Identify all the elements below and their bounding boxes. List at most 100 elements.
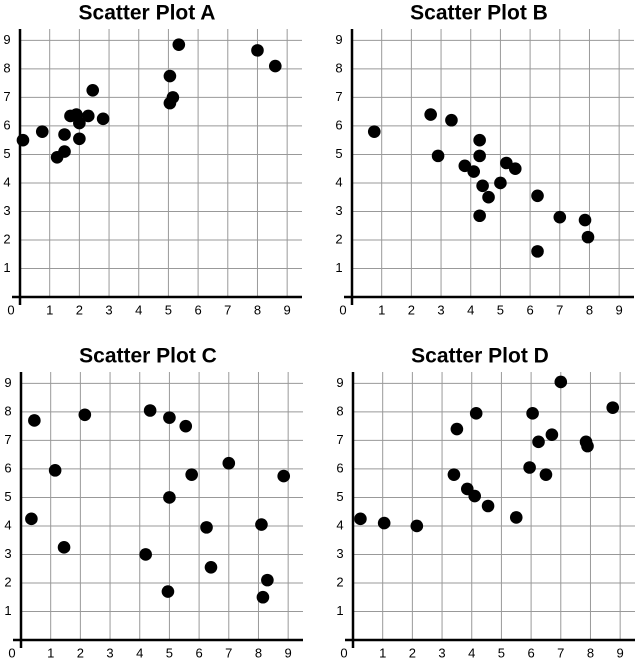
y-tick-label: 6 bbox=[336, 460, 343, 475]
y-tick-label: 2 bbox=[335, 231, 342, 246]
point bbox=[161, 585, 175, 598]
y-tick-label: 8 bbox=[336, 403, 343, 418]
x-tick-label: 9 bbox=[616, 302, 623, 317]
chart-title: Scatter Plot D bbox=[411, 345, 549, 368]
chart-title: Scatter Plot C bbox=[79, 345, 217, 368]
x-tick-label: 6 bbox=[194, 302, 201, 317]
x-tick-label: 6 bbox=[527, 645, 534, 660]
point bbox=[532, 435, 545, 449]
x-tick-label: 1 bbox=[379, 645, 386, 660]
x-tick-label: 5 bbox=[166, 645, 173, 660]
y-tick-label: 7 bbox=[335, 89, 342, 104]
y-tick-label: 9 bbox=[3, 32, 10, 47]
point bbox=[185, 468, 198, 481]
point bbox=[81, 109, 95, 123]
point bbox=[468, 489, 482, 503]
point bbox=[606, 401, 620, 414]
y-tick-label: 4 bbox=[4, 517, 11, 532]
x-tick-label: 3 bbox=[105, 302, 112, 317]
y-tick-label: 3 bbox=[4, 546, 11, 561]
point bbox=[431, 149, 445, 163]
x-tick-label: 0 bbox=[339, 302, 346, 317]
x-tick-label: 8 bbox=[255, 645, 262, 660]
x-tick-label: 5 bbox=[165, 302, 172, 317]
point bbox=[268, 59, 282, 73]
point bbox=[509, 511, 523, 524]
x-tick-label: 4 bbox=[135, 302, 142, 317]
point bbox=[86, 83, 100, 97]
y-tick-label: 5 bbox=[3, 146, 10, 161]
point bbox=[482, 190, 495, 204]
x-tick-label: 3 bbox=[106, 645, 113, 660]
y-tick-label: 5 bbox=[4, 489, 11, 504]
scatter-panel: Scatter Plot C 0 1 2 3 4 5 6 7 8 9 1 2 3 4 5 6 7 8 9 bbox=[4, 345, 303, 660]
point bbox=[473, 209, 486, 223]
chart-title: Scatter Plot A bbox=[79, 2, 216, 25]
y-tick-label: 2 bbox=[336, 574, 343, 589]
point bbox=[35, 125, 49, 138]
x-tick-label: 1 bbox=[47, 645, 54, 660]
x-tick-label: 8 bbox=[254, 302, 261, 317]
y-tick-label: 4 bbox=[3, 174, 10, 189]
chart-title: Scatter Plot B bbox=[410, 2, 548, 25]
x-tick-label: 8 bbox=[586, 302, 593, 317]
point bbox=[163, 491, 176, 504]
y-tick-label: 3 bbox=[335, 203, 342, 218]
point bbox=[28, 414, 41, 427]
point bbox=[163, 411, 176, 424]
y-tick-label: 1 bbox=[3, 260, 10, 275]
y-tick-label: 9 bbox=[4, 375, 11, 390]
point bbox=[554, 375, 568, 389]
x-tick-label: 5 bbox=[497, 302, 504, 317]
x-tick-label: 3 bbox=[437, 302, 444, 317]
point bbox=[58, 145, 71, 158]
x-tick-label: 9 bbox=[617, 645, 624, 660]
x-tick-label: 4 bbox=[467, 302, 474, 317]
point bbox=[200, 521, 213, 534]
point bbox=[179, 419, 193, 433]
point bbox=[58, 128, 71, 141]
y-tick-label: 7 bbox=[336, 432, 343, 447]
point bbox=[473, 149, 486, 163]
point bbox=[377, 516, 391, 530]
y-tick-label: 1 bbox=[335, 260, 342, 275]
point bbox=[545, 428, 559, 442]
y-tick-label: 4 bbox=[336, 517, 343, 532]
scatter-panel: Scatter Plot D 0 1 2 3 4 5 6 7 8 9 1 2 3 4 5 6 7 8 9 bbox=[336, 345, 635, 660]
x-tick-label: 8 bbox=[587, 645, 594, 660]
y-tick-label: 8 bbox=[3, 60, 10, 75]
point bbox=[78, 408, 92, 422]
point bbox=[367, 125, 381, 138]
scatter-panel: Scatter Plot B 0 1 2 3 4 5 6 7 8 9 1 2 3 4 5 6 7 8 9 bbox=[335, 2, 634, 317]
point bbox=[531, 189, 544, 203]
point bbox=[139, 548, 152, 561]
point bbox=[526, 407, 539, 420]
point bbox=[581, 230, 595, 244]
x-tick-label: 2 bbox=[77, 645, 84, 660]
point bbox=[25, 512, 38, 526]
point bbox=[476, 179, 489, 193]
point bbox=[578, 213, 592, 227]
y-tick-label: 7 bbox=[4, 432, 11, 447]
point bbox=[57, 541, 71, 554]
x-tick-label: 7 bbox=[225, 645, 232, 660]
x-tick-label: 2 bbox=[409, 645, 416, 660]
x-tick-label: 4 bbox=[468, 645, 475, 660]
y-tick-label: 3 bbox=[336, 546, 343, 561]
y-tick-label: 8 bbox=[4, 403, 11, 418]
x-tick-label: 9 bbox=[285, 645, 292, 660]
x-tick-label: 0 bbox=[340, 645, 347, 660]
point bbox=[469, 407, 483, 420]
point bbox=[508, 162, 522, 176]
point bbox=[277, 469, 291, 483]
point bbox=[256, 590, 270, 604]
x-tick-label: 4 bbox=[136, 645, 143, 660]
x-tick-label: 7 bbox=[556, 302, 563, 317]
point bbox=[48, 464, 62, 477]
y-tick-label: 6 bbox=[335, 117, 342, 132]
y-tick-label: 2 bbox=[3, 231, 10, 246]
point bbox=[255, 518, 268, 531]
x-tick-label: 0 bbox=[8, 645, 15, 660]
scatter-panel: Scatter Plot A 0 1 2 3 4 5 6 7 8 9 1 2 3 4 5 6 7 8 9 bbox=[3, 2, 302, 317]
y-tick-label: 9 bbox=[335, 32, 342, 47]
